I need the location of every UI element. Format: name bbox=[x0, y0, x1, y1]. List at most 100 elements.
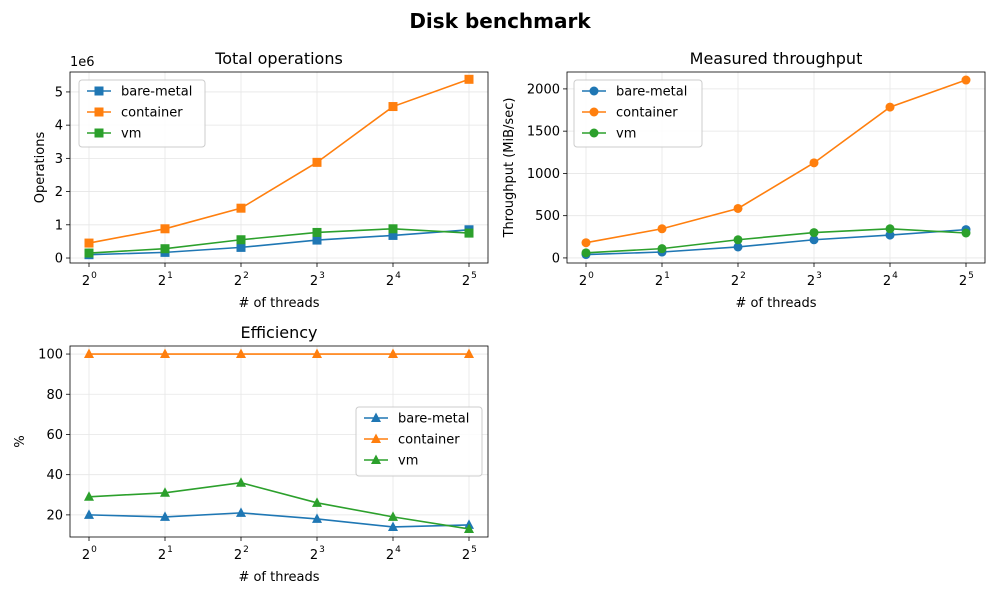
data-point-vm bbox=[657, 244, 667, 254]
x-tick-exponent: 1 bbox=[167, 271, 173, 281]
x-tick-label: 2 bbox=[82, 548, 90, 563]
x-tick-exponent: 1 bbox=[664, 271, 670, 281]
legend-marker-container bbox=[94, 107, 104, 117]
x-tick-label: 2 bbox=[310, 548, 318, 563]
y-tick-label: 1000 bbox=[527, 167, 560, 182]
y-tick-label: 40 bbox=[46, 468, 63, 483]
x-tick-exponent: 2 bbox=[243, 545, 249, 555]
x-tick-label: 2 bbox=[462, 274, 470, 289]
data-point-container bbox=[160, 224, 170, 234]
y-tick-label: 0 bbox=[55, 252, 63, 267]
legend-box bbox=[355, 406, 483, 477]
series-line-bare-metal bbox=[88, 228, 470, 256]
chart-title: Efficiency bbox=[240, 323, 317, 342]
y-tick-label: 3 bbox=[55, 152, 63, 167]
data-point-container bbox=[236, 348, 246, 359]
data-point-vm bbox=[809, 228, 819, 238]
series-line-vm bbox=[88, 481, 470, 530]
x-tick-label: 2 bbox=[655, 274, 663, 289]
x-axis-label: # of threads bbox=[238, 570, 319, 585]
y-axis-label: Throughput (MiB/sec) bbox=[502, 98, 517, 239]
data-point-vm bbox=[236, 235, 246, 245]
data-point-vm bbox=[236, 477, 246, 487]
y-tick-label: 2000 bbox=[527, 82, 560, 97]
y-tick-label: 4 bbox=[55, 119, 63, 134]
y-axis-label: Operations bbox=[33, 132, 48, 204]
plot-frame bbox=[69, 71, 489, 264]
data-point-vm bbox=[581, 248, 591, 258]
y-tick-label: 60 bbox=[46, 428, 63, 443]
x-tick-exponent: 0 bbox=[91, 545, 97, 555]
x-tick-label: 2 bbox=[234, 548, 242, 563]
data-point-bare-metal bbox=[236, 507, 246, 517]
data-point-vm bbox=[961, 228, 971, 238]
data-point-bare-metal bbox=[312, 513, 322, 523]
x-tick-exponent: 4 bbox=[892, 271, 898, 281]
data-point-vm bbox=[464, 228, 474, 238]
legend-marker-vm bbox=[94, 128, 104, 138]
legend-label-vm: vm bbox=[121, 127, 141, 142]
data-point-container bbox=[464, 348, 474, 359]
y-axis-label: % bbox=[13, 435, 28, 447]
data-point-vm bbox=[733, 235, 743, 245]
data-point-container bbox=[388, 348, 398, 359]
data-point-bare-metal bbox=[312, 235, 322, 245]
legend-box bbox=[573, 79, 703, 148]
y-offset-label: 1e6 bbox=[70, 55, 95, 70]
x-tick-label: 2 bbox=[731, 274, 739, 289]
data-point-container bbox=[312, 157, 322, 167]
legend-marker-bare-metal bbox=[94, 86, 104, 96]
x-tick-exponent: 0 bbox=[91, 271, 97, 281]
x-tick-exponent: 3 bbox=[319, 545, 325, 555]
data-point-vm bbox=[312, 227, 322, 237]
x-axis-label: # of threads bbox=[735, 296, 816, 311]
data-point-container bbox=[160, 348, 170, 359]
legend: bare-metal container vm bbox=[78, 79, 206, 148]
data-point-container bbox=[961, 75, 971, 85]
x-tick-label: 2 bbox=[158, 274, 166, 289]
x-tick-label: 2 bbox=[158, 548, 166, 563]
y-tick-label: 1500 bbox=[527, 125, 560, 140]
legend-label-container: container bbox=[398, 433, 460, 448]
data-point-container bbox=[809, 158, 819, 168]
data-point-bare-metal bbox=[160, 511, 170, 521]
data-point-bare-metal bbox=[236, 242, 246, 252]
data-point-vm bbox=[84, 491, 94, 501]
data-point-container bbox=[885, 102, 895, 112]
data-point-vm bbox=[160, 244, 170, 254]
data-point-vm bbox=[84, 248, 94, 258]
data-point-container bbox=[236, 203, 246, 213]
data-point-vm bbox=[464, 523, 474, 533]
legend-label-bare-metal: bare-metal bbox=[398, 412, 469, 427]
x-tick-label: 2 bbox=[462, 548, 470, 563]
data-point-container bbox=[657, 224, 667, 234]
legend-marker-vm bbox=[589, 128, 599, 138]
legend-marker-bare-metal bbox=[589, 86, 599, 96]
chart-title: Total operations bbox=[214, 49, 343, 68]
legend-label-container: container bbox=[616, 106, 678, 121]
data-point-vm bbox=[388, 224, 398, 234]
data-point-container bbox=[388, 102, 398, 112]
data-point-container bbox=[581, 238, 591, 248]
x-tick-exponent: 5 bbox=[968, 271, 974, 281]
legend-marker-vm bbox=[371, 454, 381, 464]
legend-marker-bare-metal bbox=[371, 412, 381, 422]
series-line-container bbox=[88, 78, 470, 244]
x-tick-label: 2 bbox=[82, 274, 90, 289]
data-point-vm bbox=[388, 511, 398, 521]
x-tick-label: 2 bbox=[883, 274, 891, 289]
legend-label-vm: vm bbox=[398, 454, 418, 469]
x-tick-exponent: 5 bbox=[471, 545, 477, 555]
y-tick-label: 1 bbox=[55, 218, 63, 233]
x-tick-exponent: 4 bbox=[395, 271, 401, 281]
x-tick-exponent: 1 bbox=[167, 545, 173, 555]
legend: bare-metal container vm bbox=[573, 79, 703, 148]
chart-title: Measured throughput bbox=[690, 49, 863, 68]
data-point-container bbox=[84, 348, 94, 359]
x-tick-exponent: 2 bbox=[243, 271, 249, 281]
x-tick-label: 2 bbox=[386, 274, 394, 289]
x-tick-label: 2 bbox=[386, 548, 394, 563]
